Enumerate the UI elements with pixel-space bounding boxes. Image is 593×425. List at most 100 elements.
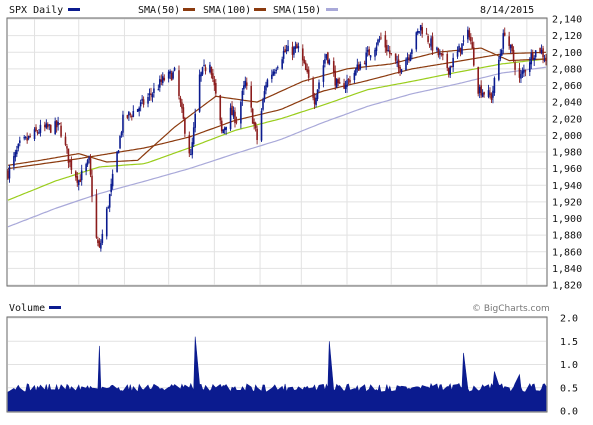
candle-body — [26, 137, 28, 141]
candle-body — [77, 180, 80, 186]
candle-body — [198, 74, 201, 112]
candle-body — [425, 33, 428, 35]
volume-y-axis: 0.0 0.5 1.0 1.5 2.0 — [560, 314, 578, 418]
candle-body — [409, 54, 412, 62]
candle-body — [136, 108, 139, 112]
candle-body — [29, 135, 31, 137]
candle-body — [55, 120, 58, 128]
candle-body — [67, 148, 70, 163]
candle-body — [200, 72, 202, 77]
candle-body — [116, 151, 118, 172]
candle-body — [315, 97, 317, 106]
candle-body — [173, 67, 176, 71]
candle-body — [399, 67, 401, 72]
legend-swatch-icon — [326, 8, 338, 11]
candle-body — [18, 140, 21, 143]
candle-body — [234, 111, 236, 124]
candle-body — [468, 30, 471, 38]
candle-body — [284, 49, 286, 53]
candle-body — [272, 71, 275, 76]
candle-body — [355, 68, 357, 75]
candle-body — [406, 57, 409, 61]
candle-body — [365, 52, 367, 66]
candle-body — [498, 59, 500, 80]
candle-body — [54, 121, 56, 135]
candle-body — [70, 159, 73, 171]
candle-body — [181, 102, 183, 109]
candle-body — [27, 135, 30, 139]
candle-body — [437, 48, 440, 56]
legend-swatch-icon — [49, 306, 61, 309]
candle-body — [209, 64, 211, 73]
candle-body — [163, 77, 166, 81]
candle-body — [545, 57, 547, 62]
candle-body — [260, 111, 263, 141]
candle-body — [235, 121, 238, 123]
candle-body — [182, 107, 185, 119]
candle-body — [297, 46, 300, 49]
candle-body — [95, 194, 98, 238]
candle-body — [33, 129, 36, 139]
candle-body — [405, 59, 407, 71]
candle-body — [167, 71, 170, 79]
candle-body — [153, 88, 155, 94]
candle-body — [542, 48, 544, 58]
candle-body — [462, 40, 465, 42]
candle-body — [442, 53, 444, 56]
candle-body — [303, 59, 306, 64]
candle-body — [378, 39, 381, 41]
y-tick-label: 2,100 — [552, 48, 582, 59]
candle-body — [60, 125, 62, 137]
candle-body — [322, 65, 325, 82]
candle-body — [231, 105, 233, 116]
candle-body — [229, 107, 232, 130]
candle-body — [509, 44, 512, 49]
y-tick-label: 2,040 — [552, 98, 582, 109]
candle-body — [48, 124, 51, 126]
candle-body — [344, 85, 347, 90]
candle-body — [359, 63, 362, 70]
candle-body — [416, 31, 419, 34]
candle-body — [427, 36, 429, 42]
candle-body — [533, 57, 536, 61]
price-y-axis: 1,820 1,840 1,860 1,880 1,900 1,920 1,940 1,960… — [552, 15, 582, 292]
candle-body — [421, 27, 423, 34]
candle-body — [254, 122, 257, 129]
candle-body — [540, 49, 543, 54]
candle-body — [66, 146, 68, 149]
candle-body — [332, 61, 335, 73]
candle-body — [313, 97, 316, 105]
candle-body — [89, 158, 92, 175]
candle-body — [170, 72, 173, 81]
y-tick-label: 1,920 — [552, 197, 582, 208]
candle-body — [306, 69, 309, 72]
candle-body — [159, 79, 161, 88]
candle-body — [428, 44, 431, 46]
candle-body — [356, 64, 359, 70]
candle-body — [126, 115, 129, 118]
candle-body — [349, 79, 351, 83]
y-tick-label: 1,880 — [552, 231, 582, 242]
candle-body — [225, 126, 227, 130]
candle-body — [91, 175, 93, 197]
candle-body — [178, 70, 180, 96]
volume-tick-label: 2.0 — [560, 314, 578, 325]
y-tick-label: 2,060 — [552, 81, 582, 92]
y-tick-label: 1,980 — [552, 148, 582, 159]
candle-body — [191, 142, 194, 155]
candle-body — [250, 86, 253, 108]
candle-body — [210, 67, 213, 75]
legend-sma50: SMA(50) — [138, 5, 180, 16]
candle-body — [353, 72, 356, 81]
candle-body — [39, 124, 42, 133]
candle-body — [521, 71, 524, 74]
candle-body — [88, 157, 90, 160]
candle-body — [215, 83, 217, 94]
candle-body — [489, 92, 491, 95]
candle-body — [64, 136, 67, 145]
candle-body — [447, 67, 450, 75]
candle-body — [294, 46, 297, 49]
candle-body — [439, 53, 441, 55]
candle-body — [76, 176, 79, 183]
candle-body — [189, 154, 192, 156]
